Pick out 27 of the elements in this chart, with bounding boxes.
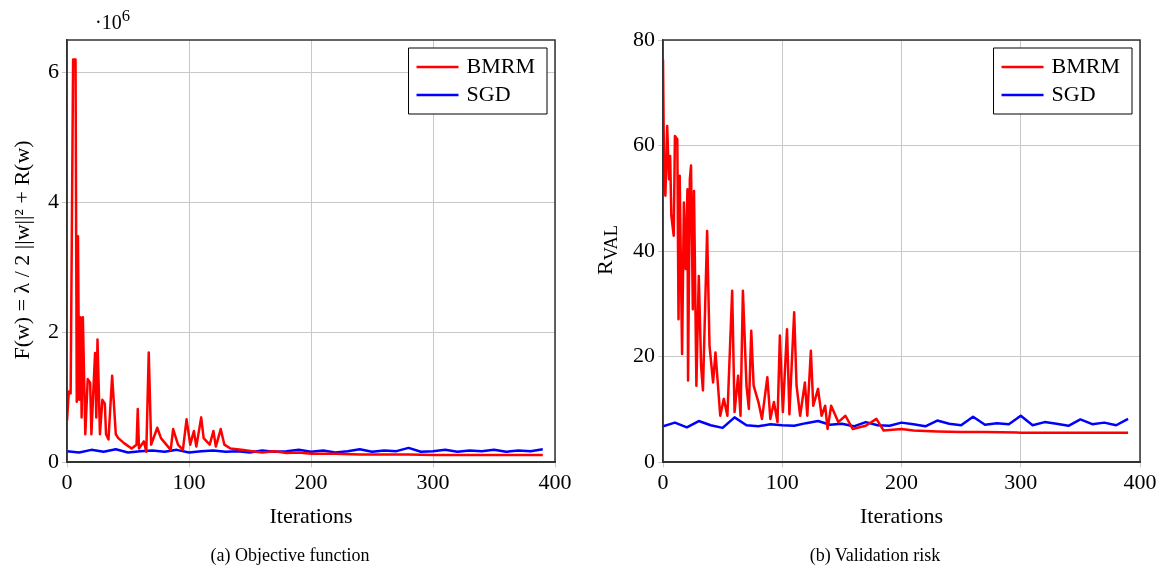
x-tick-label: 400 [538, 469, 572, 495]
x-tick-label: 300 [416, 469, 450, 495]
x-axis-title: Iterations [269, 502, 353, 528]
legend-label: SGD [1051, 80, 1096, 106]
legend-label: BMRM [466, 52, 536, 78]
legend-label: SGD [466, 80, 511, 106]
y-tick-label: 6 [48, 58, 59, 84]
x-tick-label: 100 [172, 469, 206, 495]
x-tick-label: 200 [885, 469, 918, 495]
y-tick-label: 60 [633, 131, 655, 157]
x-tick-label: 200 [294, 469, 328, 495]
y-tick-label: 40 [633, 236, 655, 262]
y-tick-label: 80 [633, 25, 655, 51]
y-axis-title: F(w) = λ / 2 ||w||² + R(w) [9, 140, 35, 360]
text: ·10$^{6}$ [95, 6, 130, 34]
x-axis-title: Iterations [859, 502, 944, 528]
x-tick-label: 100 [765, 469, 799, 495]
text: (b) Validation risk [808, 545, 942, 566]
y-tick-label: 0 [48, 447, 59, 473]
y-tick-label: 4 [48, 188, 59, 214]
text: (a) Objective function [209, 545, 371, 566]
y-tick-label: 2 [48, 318, 59, 344]
y-tick-label: 0 [644, 447, 655, 473]
x-tick-label: 300 [1004, 469, 1038, 495]
legend-label: BMRM [1051, 52, 1121, 78]
y-tick-label: 20 [633, 342, 655, 368]
x-tick-label: 400 [1123, 469, 1157, 495]
